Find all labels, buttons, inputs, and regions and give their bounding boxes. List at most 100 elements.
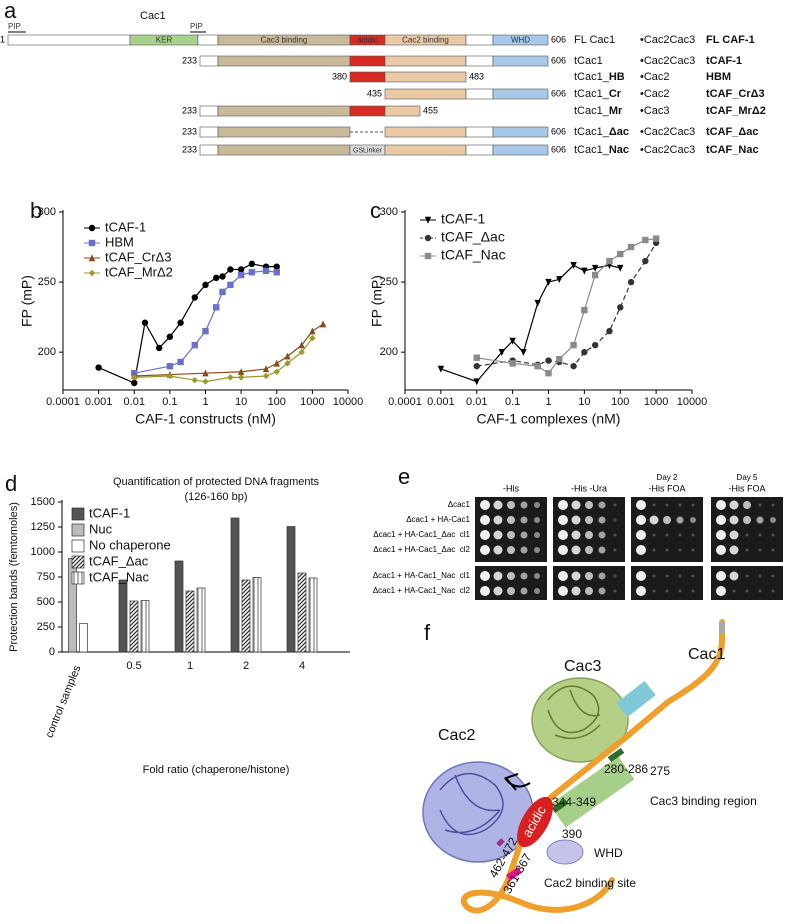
construct-name: tCac1_Nac [574,144,629,156]
marker [219,273,226,280]
x-tick-label: 0.0001 [388,396,422,408]
bar [196,587,206,653]
bar [252,577,262,653]
legend-marker [88,254,96,262]
domain [384,126,467,138]
panel-letter: f [424,620,431,645]
legend-label: tCAF-1 [105,219,146,234]
yeast-spot [691,548,695,552]
domain [465,34,494,46]
complex: tCAF_MrΔ2 [706,105,766,117]
yeast-spot [636,571,646,581]
protein-title: Cac1 [140,10,166,22]
yeast-spot [613,589,617,593]
legend-label: No chaperone [89,537,171,552]
domain-label: acidic [357,36,377,45]
yeast-spot [729,500,739,510]
marker [617,264,624,272]
yeast-spot [507,587,515,595]
x-tick-label: 10000 [333,396,364,408]
marker [191,294,198,301]
marker [627,278,635,286]
x-tick-label: 4 [299,660,305,672]
yeast-spot [771,574,775,578]
x-axis-label: Fold ratio (chaperone/histone) [143,764,290,776]
domain [384,55,467,67]
complex: tCAF_CrΔ3 [706,88,765,100]
x-tick-label: 1000 [644,396,668,408]
yeast-spot [558,530,568,540]
partners: •Cac2 [640,88,670,100]
partners: •Cac2Cac3 [640,34,695,46]
construct-name-part: tCac1_ [574,105,610,117]
x-tick-label: 10 [578,396,590,408]
yeast-spot [520,501,528,509]
yeast-spot [758,533,762,537]
marker [570,362,577,370]
yeast-spot [729,530,739,540]
strain-label: Δcac1 [448,500,471,509]
marker [319,320,327,328]
marker [545,369,552,377]
yeast-spot [558,586,568,596]
protein-label: Cac2 [438,727,475,744]
yeast-spot [636,545,646,555]
start-residue: 233 [182,105,197,115]
region-label: Cac2 binding site [544,876,636,890]
marker [273,368,280,375]
marker [473,362,480,370]
y-tick-label: 0 [49,646,55,658]
x-axis-label: CAF-1 constructs (nM) [135,411,276,427]
marker [298,341,305,349]
domain [384,105,421,117]
domain [465,144,494,156]
end-residue: 455 [423,105,438,115]
panel-f: f Cac3 Cac1 Cac2 280-286 275 344-349 Cac… [422,619,757,914]
complex: HBM [706,71,731,83]
marker [237,368,245,375]
yeast-spot [558,545,568,555]
marker [545,357,552,364]
yeast-spot [585,516,593,524]
legend-marker [424,234,432,242]
yeast-spot [729,545,739,555]
cac3-strands [547,685,601,740]
marker [262,267,270,275]
cac2-binding-site [506,867,522,881]
construct-name-bold: Nac [609,144,629,156]
construct-name: tCac1 [574,55,603,67]
marker [591,341,599,349]
yeast-spot [691,503,695,507]
yeast-spot [493,545,503,555]
yeast-spot [520,516,528,524]
marker [262,365,270,373]
bar [297,572,307,653]
construct-name-part: FL Cac1 [574,34,615,46]
yeast-spot [520,572,528,580]
bar [241,579,251,653]
series-line [134,323,324,377]
domain [197,34,219,46]
yeast-spot [745,533,749,537]
marker [556,276,563,283]
legend-marker [424,216,432,224]
yeast-spot [493,500,503,510]
plate-medium: -His -Ura [571,483,607,493]
yeast-spot [716,571,726,581]
marker [248,269,256,276]
marker [591,271,599,279]
yeast-spot [534,517,540,523]
binding-motif [551,798,569,814]
marker [237,271,245,279]
yeast-spot [665,589,669,593]
legend-swatch [71,523,85,537]
start-residue: 435 [367,88,382,98]
start-residue: 380 [332,71,347,81]
yeast-spot [480,530,490,540]
yeast-spot [690,517,696,523]
cac3-protein [531,677,629,763]
strain-label: Δcac1 + HA-Cac1_Δac cl1 [373,530,470,539]
panel-letter: a [4,0,17,23]
yeast-spot [729,515,739,525]
plate-day: Day 2 [657,473,678,482]
